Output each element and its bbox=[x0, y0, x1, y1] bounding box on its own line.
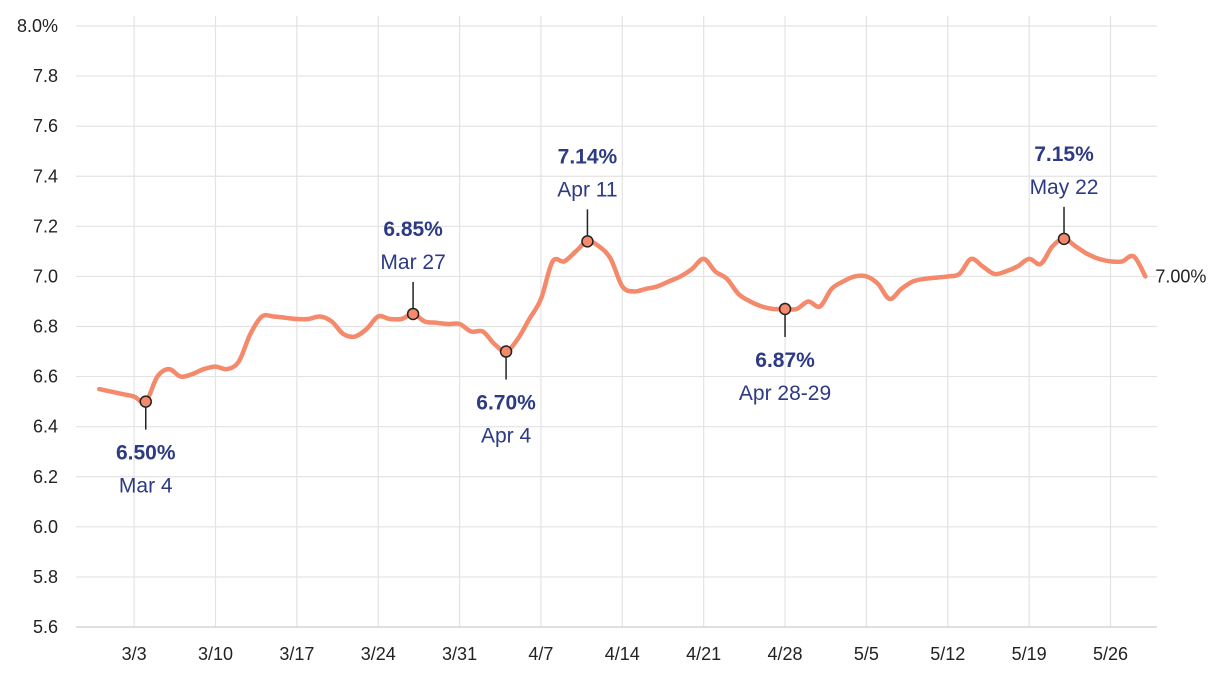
y-tick-label: 6.0 bbox=[33, 517, 58, 537]
annotation-date: Apr 28-29 bbox=[739, 382, 831, 405]
x-tick-label: 5/26 bbox=[1093, 644, 1128, 664]
annotation-marker bbox=[581, 235, 594, 248]
annotation-marker bbox=[406, 307, 420, 321]
x-tick-label: 3/3 bbox=[122, 644, 147, 664]
y-tick-label: 6.6 bbox=[33, 367, 58, 387]
y-tick-label: 7.2 bbox=[33, 216, 58, 236]
annotation-value: 6.87% bbox=[755, 349, 815, 372]
annotation-date: Apr 11 bbox=[557, 178, 617, 201]
x-tick-label: 4/14 bbox=[605, 644, 640, 664]
y-tick-label: 7.8 bbox=[33, 66, 58, 86]
rate-series-line bbox=[97, 236, 1148, 405]
annotation-date: May 22 bbox=[1030, 176, 1099, 199]
y-tick-label: 7.6 bbox=[33, 116, 58, 136]
x-tick-label: 3/17 bbox=[279, 644, 314, 664]
annotation-value: 7.15% bbox=[1034, 143, 1094, 166]
annotation-date: Mar 27 bbox=[380, 251, 445, 274]
x-tick-label: 5/12 bbox=[930, 644, 965, 664]
y-tick-label: 5.8 bbox=[33, 567, 58, 587]
annotation-date: Mar 4 bbox=[119, 475, 173, 498]
annotations: 7.00% 6.50% Mar 4 6.85% Mar 27 6.70% Apr 4 7.14… bbox=[116, 143, 1206, 498]
x-tick-label: 3/24 bbox=[361, 644, 396, 664]
y-tick-label: 6.2 bbox=[33, 467, 58, 487]
x-tick-label: 3/10 bbox=[198, 644, 233, 664]
x-tick-label: 4/28 bbox=[768, 644, 803, 664]
annotation-value: 6.70% bbox=[476, 392, 536, 415]
y-tick-label: 7.0 bbox=[33, 266, 58, 286]
x-tick-label: 3/31 bbox=[442, 644, 477, 664]
grid bbox=[76, 16, 1157, 628]
annotation-value: 7.14% bbox=[558, 145, 618, 168]
end-value-label: 7.00% bbox=[1155, 266, 1206, 286]
annotation-value: 6.50% bbox=[116, 442, 176, 465]
annotation-marker bbox=[139, 395, 152, 408]
annotation-marker bbox=[778, 302, 792, 316]
annotation-date: Apr 4 bbox=[481, 425, 532, 448]
y-tick-label: 5.6 bbox=[33, 617, 58, 637]
y-tick-label: 6.4 bbox=[33, 417, 58, 437]
x-tick-label: 4/21 bbox=[686, 644, 721, 664]
x-tick-label: 5/5 bbox=[854, 644, 879, 664]
x-tick-label: 5/19 bbox=[1012, 644, 1047, 664]
y-tick-label: 8.0% bbox=[17, 16, 58, 36]
annotation-value: 6.85% bbox=[383, 218, 443, 241]
series-layer bbox=[97, 236, 1148, 405]
y-tick-label: 7.4 bbox=[33, 166, 58, 186]
axes: 8.0% 7.8 7.6 7.4 7.2 7.0 6.8 6.6 6.4 6.2 6.0 5.8 5.6… bbox=[17, 16, 1157, 664]
x-tick-label: 4/7 bbox=[528, 644, 553, 664]
y-tick-label: 6.8 bbox=[33, 317, 58, 337]
annotation-marker bbox=[1057, 232, 1071, 246]
annotation-marker bbox=[499, 345, 513, 358]
